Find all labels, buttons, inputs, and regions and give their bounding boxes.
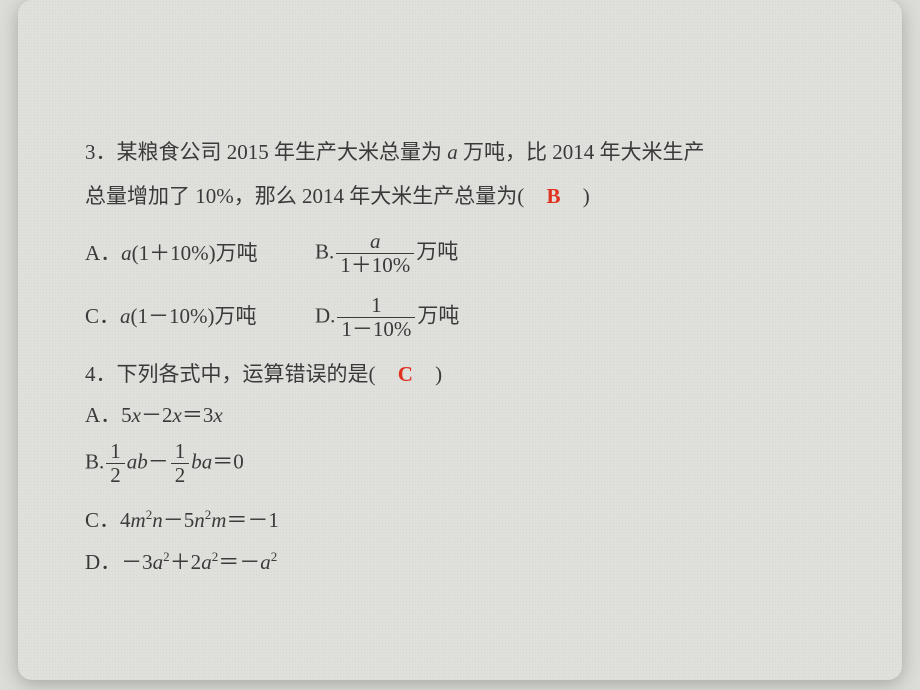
q3-options-row1: A．a(1＋10%)万吨 B. a 1＋10% 万吨 [85,230,855,277]
q4-text: 4．下列各式中，运算错误的是( [85,362,376,386]
q3-var-a: a [447,140,458,164]
q3-answer: B [544,184,564,208]
opt-label: B. [85,450,104,474]
var: x [173,403,182,427]
numerator: 1 [106,440,125,463]
var: a [260,550,271,574]
q3-text: 3．某粮食公司 2015 年生产大米总量为 [85,140,447,164]
numerator: 1 [367,294,386,317]
var: x [213,403,222,427]
var: a [121,241,132,265]
var: a [153,550,164,574]
q3-option-c: C．a(1－10%)万吨 [85,299,315,335]
opt-label: C． [85,304,120,328]
t: 5 [121,403,132,427]
q3-text: 万吨，比 2014 年大米生产 [458,140,705,164]
t: － [148,450,169,474]
exp: 2 [271,549,278,564]
opt-label: C． [85,508,120,532]
t: ＝0 [212,450,244,474]
q3-options-row2: C．a(1－10%)万吨 D. 1 1－10% 万吨 [85,294,855,341]
unit: 万吨 [417,303,459,327]
denominator: 2 [171,463,190,487]
opt-label: D． [85,550,121,574]
t: ＋2 [170,550,202,574]
var: m [211,508,226,532]
fraction: 1 2 [106,440,125,487]
var: n [194,508,205,532]
var: a [120,304,131,328]
t: 4 [120,508,131,532]
opt-label: A． [85,241,121,265]
fraction: 1 1－10% [337,294,415,341]
var: ba [191,450,212,474]
numerator: a [366,230,385,253]
var: ab [127,450,148,474]
opt-label: B. [315,240,334,264]
q3-option-a: A．a(1＋10%)万吨 [85,236,315,272]
var: n [152,508,163,532]
t: －3 [121,550,153,574]
q4-option-c: C．4m2n－5n2m＝－1 [85,503,855,539]
opt-text: (1＋10%)万吨 [132,241,258,265]
q3-stem-line2: 总量增加了 10%，那么 2014 年大米生产总量为( B ) [85,179,855,215]
t: ＝3 [182,403,214,427]
q4-option-a: A．5x－2x＝3x [85,398,855,434]
numerator: 1 [171,440,190,463]
q3-stem-line1: 3．某粮食公司 2015 年生产大米总量为 a 万吨，比 2014 年大米生产 [85,135,855,171]
denominator: 1－10% [337,317,415,341]
opt-text: (1－10%)万吨 [131,304,257,328]
q4-option-d: D．－3a2＋2a2＝－a2 [85,545,855,581]
slide-page: 3．某粮食公司 2015 年生产大米总量为 a 万吨，比 2014 年大米生产 … [18,0,902,680]
unit: 万吨 [416,240,458,264]
fraction: a 1＋10% [336,230,414,277]
q4-answer: C [395,362,416,386]
q4-stem: 4．下列各式中，运算错误的是( C ) [85,357,855,393]
q3-option-d: D. 1 1－10% 万吨 [315,294,459,341]
q3-text: 总量增加了 10%，那么 2014 年大米生产总量为( [85,184,524,208]
t: －2 [141,403,173,427]
t: －5 [163,508,195,532]
content-area: 3．某粮食公司 2015 年生产大米总量为 a 万吨，比 2014 年大米生产 … [85,135,855,589]
q4-option-b: B. 1 2 ab－ 1 2 ba＝0 [85,440,855,487]
opt-label: A． [85,403,121,427]
denominator: 1＋10% [336,253,414,277]
denominator: 2 [106,463,125,487]
var: m [131,508,146,532]
q3-text: ) [583,184,590,208]
var: a [201,550,212,574]
fraction: 1 2 [171,440,190,487]
t: ＝－ [218,550,260,574]
t: ＝－1 [226,508,279,532]
opt-label: D. [315,303,335,327]
var: x [132,403,141,427]
q4-text: ) [435,362,442,386]
q3-option-b: B. a 1＋10% 万吨 [315,230,458,277]
